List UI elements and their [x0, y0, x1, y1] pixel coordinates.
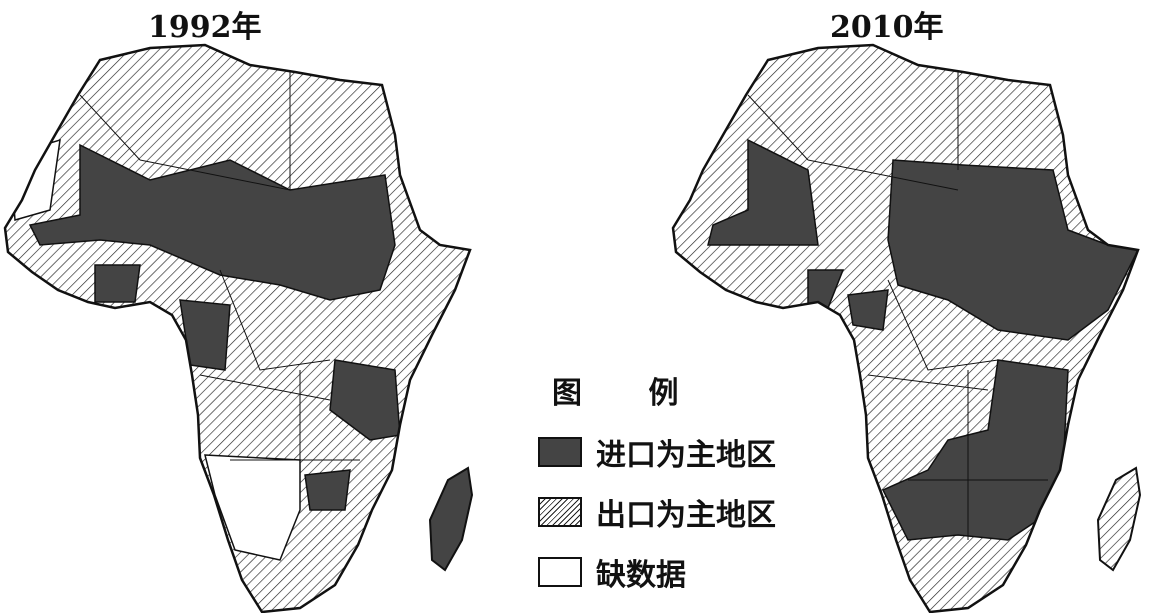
region-mali-import [707, 138, 819, 246]
region-sahel-import [28, 143, 396, 301]
map-title-2010: 2010年 [830, 10, 944, 45]
region-zimbabwe-import [304, 469, 351, 511]
legend-label: 出口为主地区 [596, 498, 776, 533]
legend-swatch-hatched [538, 497, 582, 527]
legend-item-export: 出口为主地区 [538, 490, 776, 534]
map-1992 [3, 43, 473, 613]
legend-title: 图 例 [552, 376, 707, 411]
legend-label: 进口为主地区 [596, 438, 776, 473]
map-title-1992: 1992年 [148, 10, 262, 45]
legend-item-nodata: 缺数据 [538, 550, 686, 594]
region-congo-import [179, 299, 231, 371]
region-gulf-import [94, 264, 141, 303]
region-nodata-south [204, 454, 301, 561]
region-chad-sudan-import [887, 159, 1138, 341]
legend-item-import: 进口为主地区 [538, 430, 776, 474]
map-2010 [671, 43, 1141, 613]
legend-swatch-dark [538, 437, 582, 467]
legend-label: 缺数据 [596, 558, 686, 593]
region-cameroon-import [847, 289, 889, 331]
legend-swatch-white [538, 557, 582, 587]
region-tanzania-import [329, 359, 401, 441]
